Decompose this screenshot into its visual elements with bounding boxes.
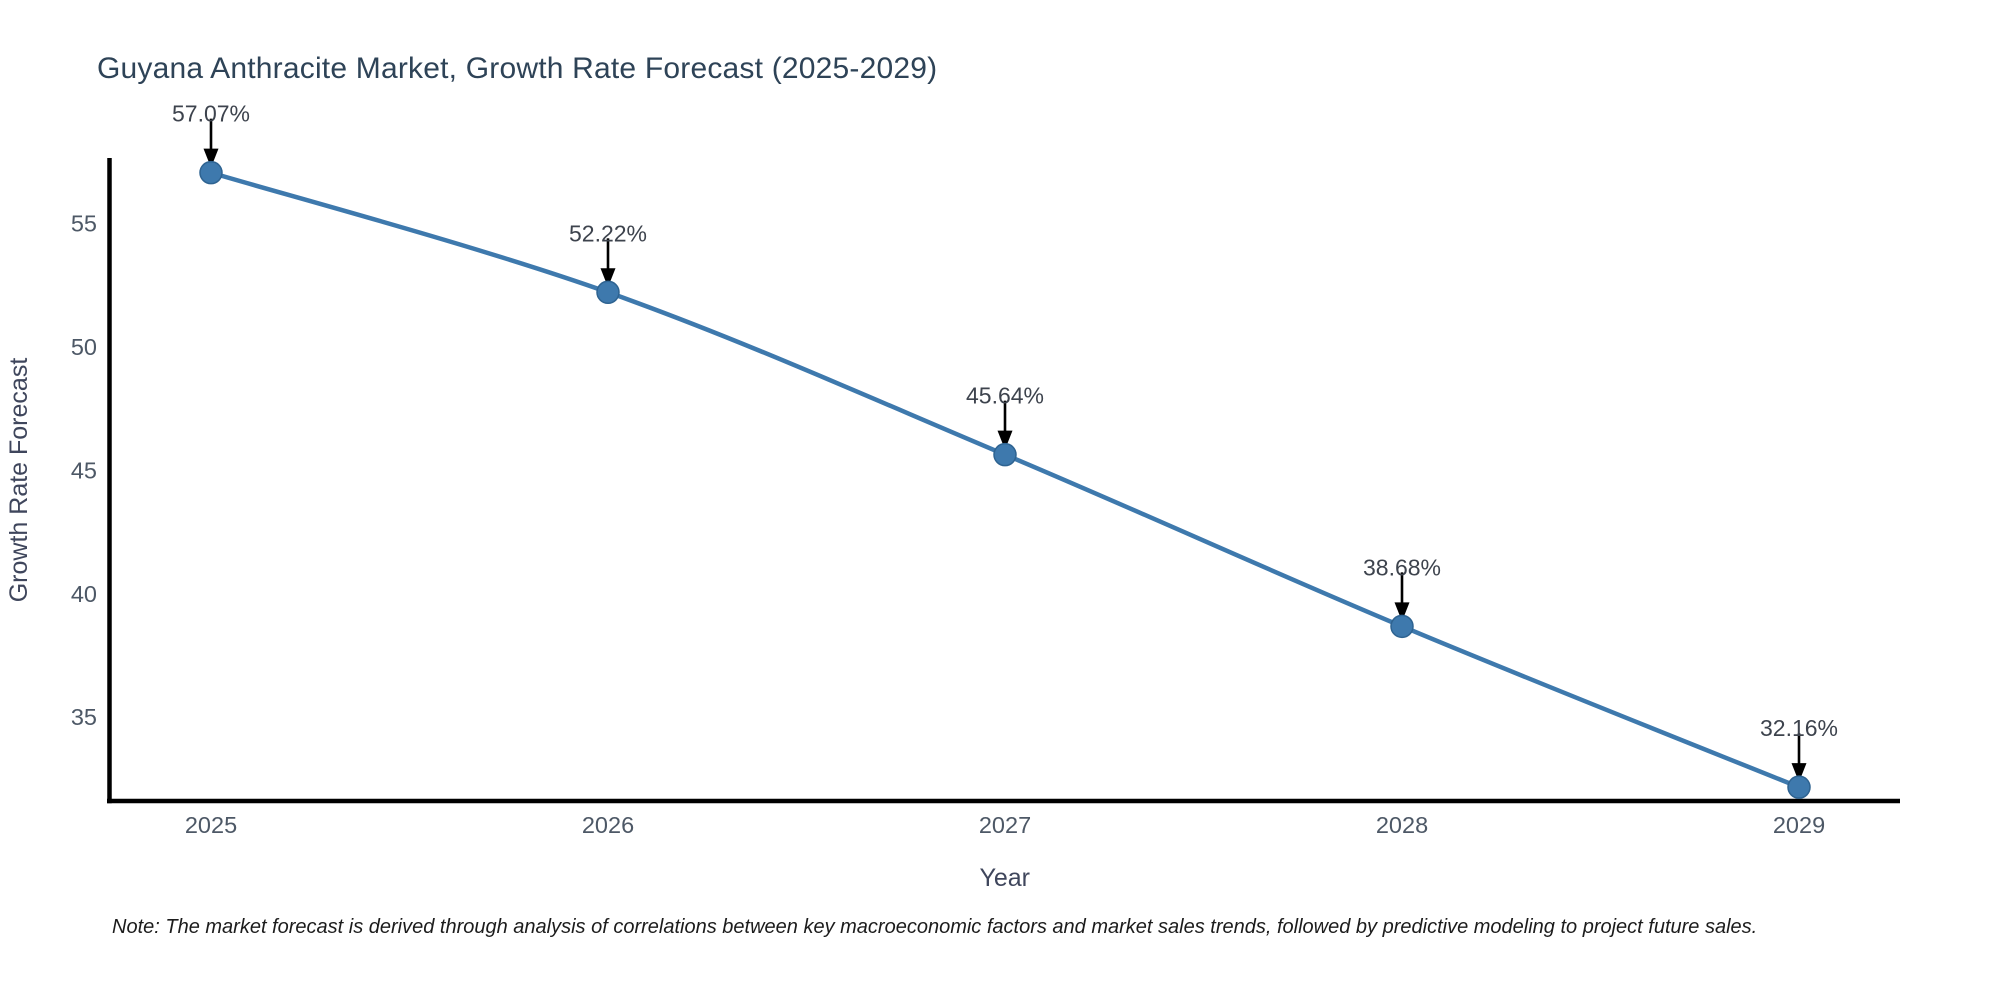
annotation-arrowhead-icon	[203, 148, 219, 168]
annotation-arrowhead-icon	[1791, 763, 1807, 783]
data-point-label: 57.07%	[172, 101, 250, 127]
y-axis-title: Growth Rate Forecast	[5, 358, 33, 603]
annotation-arrowhead-icon	[1394, 602, 1410, 622]
y-tick-label: 50	[71, 334, 97, 360]
x-axis-title: Year	[979, 864, 1030, 892]
data-point-label: 32.16%	[1760, 715, 1838, 741]
x-tick-label: 2028	[1376, 812, 1428, 838]
x-tick-label: 2027	[979, 812, 1031, 838]
data-point-label: 38.68%	[1363, 554, 1441, 580]
data-point-marker	[199, 160, 223, 185]
forecast-line	[208, 170, 1802, 790]
footnote: Note: The market forecast is derived thr…	[112, 916, 1758, 938]
data-point-marker	[596, 280, 620, 305]
x-tick-label: 2029	[1773, 812, 1825, 838]
y-tick-label: 40	[71, 581, 97, 607]
y-tick-label: 55	[71, 211, 97, 237]
data-point-marker	[1787, 775, 1811, 799]
annotation-arrowhead-icon	[600, 268, 616, 288]
y-tick-label: 45	[71, 457, 97, 483]
data-point-marker	[1390, 614, 1414, 639]
y-tick-label: 35	[71, 704, 97, 730]
x-tick-label: 2026	[582, 812, 634, 838]
data-point-label: 45.64%	[966, 383, 1044, 409]
chart-title: Guyana Anthracite Market, Growth Rate Fo…	[97, 52, 938, 85]
x-tick-label: 2025	[185, 812, 237, 838]
data-point-marker	[993, 442, 1017, 467]
annotation-arrowhead-icon	[997, 430, 1013, 450]
data-point-label: 52.22%	[569, 220, 647, 246]
